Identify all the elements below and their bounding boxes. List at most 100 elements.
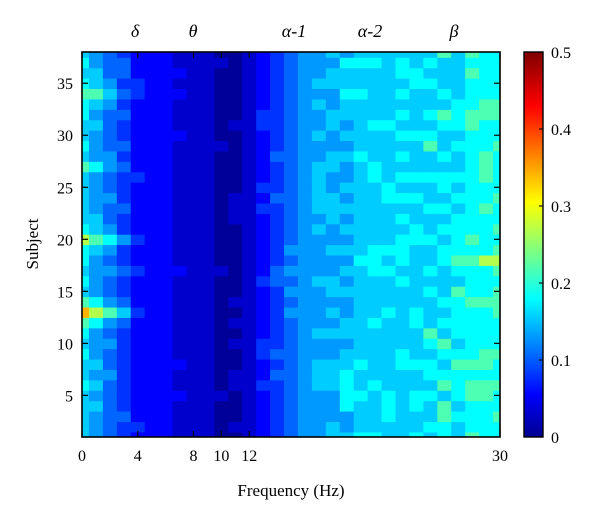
contour-cell — [493, 348, 500, 360]
contour-cell — [82, 140, 90, 152]
contour-cell — [353, 369, 369, 381]
contour-cell — [311, 234, 327, 246]
contour-cell — [130, 410, 146, 422]
contour-cell — [423, 140, 438, 152]
contour-cell — [353, 67, 369, 79]
contour-cell — [256, 244, 271, 256]
contour-cell — [479, 431, 494, 437]
contour-cell — [284, 140, 299, 152]
contour-cell — [353, 431, 369, 437]
contour-cell — [144, 234, 160, 246]
contour-cell — [172, 358, 188, 370]
contour-cell — [367, 88, 383, 100]
contour-cell — [451, 78, 466, 90]
contour-cell — [451, 338, 466, 350]
contour-cell — [409, 431, 424, 437]
contour-cell — [353, 317, 369, 329]
contour-cell — [353, 348, 369, 360]
contour-cell — [158, 140, 174, 152]
contour-cell — [228, 306, 243, 318]
contour-cell — [116, 317, 132, 329]
contour-cell — [214, 161, 229, 173]
contour-cell — [409, 78, 424, 90]
contour-cell — [437, 379, 452, 391]
contour-cell — [186, 192, 202, 204]
contour-cell — [451, 358, 466, 370]
contour-cell — [409, 369, 424, 381]
contour-cell — [493, 202, 500, 214]
contour-cell — [311, 223, 327, 235]
contour-cell — [423, 296, 438, 308]
contour-cell — [381, 369, 397, 381]
contour-cell — [451, 171, 466, 183]
contour-cell — [228, 254, 243, 266]
contour-cell — [465, 171, 480, 183]
contour-cell — [353, 286, 369, 298]
contour-cell — [311, 57, 327, 69]
contour-cell — [200, 275, 215, 287]
contour-cell — [158, 119, 174, 131]
contour-cell — [339, 78, 355, 90]
contour-cell — [437, 317, 452, 329]
contour-cell — [144, 52, 160, 58]
contour-cell — [186, 317, 202, 329]
contour-cell — [437, 390, 452, 402]
contour-cell — [242, 358, 257, 370]
contour-cell — [144, 327, 160, 339]
contour-cell — [297, 421, 313, 433]
contour-cell — [270, 275, 285, 287]
contour-cell — [256, 286, 271, 298]
contour-cell — [256, 431, 271, 437]
contour-cell — [409, 88, 424, 100]
contour-cell — [116, 57, 132, 69]
contour-cell — [395, 52, 411, 58]
band-label-alpha-2: α-2 — [358, 21, 382, 41]
contour-cell — [186, 88, 202, 100]
contour-cell — [339, 296, 355, 308]
contour-cell — [256, 171, 271, 183]
contour-cell — [270, 421, 285, 433]
contour-cell — [479, 265, 494, 277]
contour-cell — [158, 431, 174, 437]
contour-cell — [451, 369, 466, 381]
contour-cell — [270, 98, 285, 110]
contour-cell — [200, 88, 215, 100]
contour-cell — [409, 338, 424, 350]
contour-cell — [102, 98, 118, 110]
contour-cell — [437, 130, 452, 142]
contour-cell — [465, 161, 480, 173]
contour-cell — [395, 88, 411, 100]
contour-cell — [367, 161, 383, 173]
contour-cell — [465, 275, 480, 287]
contour-cell — [325, 390, 341, 402]
contour-cell — [242, 57, 257, 69]
contour-cell — [256, 338, 271, 350]
contour-cell — [130, 358, 146, 370]
contour-cell — [214, 379, 229, 391]
contour-cell — [339, 223, 355, 235]
contour-cell — [228, 421, 243, 433]
contour-cell — [395, 306, 411, 318]
contour-cell — [172, 400, 188, 412]
contour-cell — [423, 306, 438, 318]
contour-cell — [102, 119, 118, 131]
contour-cell — [130, 140, 146, 152]
contour-cell — [228, 150, 243, 162]
contour-cell — [409, 182, 424, 194]
contour-cell — [493, 265, 500, 277]
contour-cell — [381, 358, 397, 370]
contour-cell — [82, 400, 90, 412]
contour-cell — [465, 338, 480, 350]
contour-cell — [465, 421, 480, 433]
contour-cell — [367, 254, 383, 266]
contour-cell — [200, 161, 215, 173]
contour-cell — [270, 286, 285, 298]
contour-cell — [297, 410, 313, 422]
contour-cell — [395, 390, 411, 402]
contour-cell — [367, 400, 383, 412]
contour-cell — [395, 338, 411, 350]
contour-cell — [186, 306, 202, 318]
contour-cell — [437, 109, 452, 121]
contour-cell — [256, 379, 271, 391]
contour-cell — [423, 327, 438, 339]
